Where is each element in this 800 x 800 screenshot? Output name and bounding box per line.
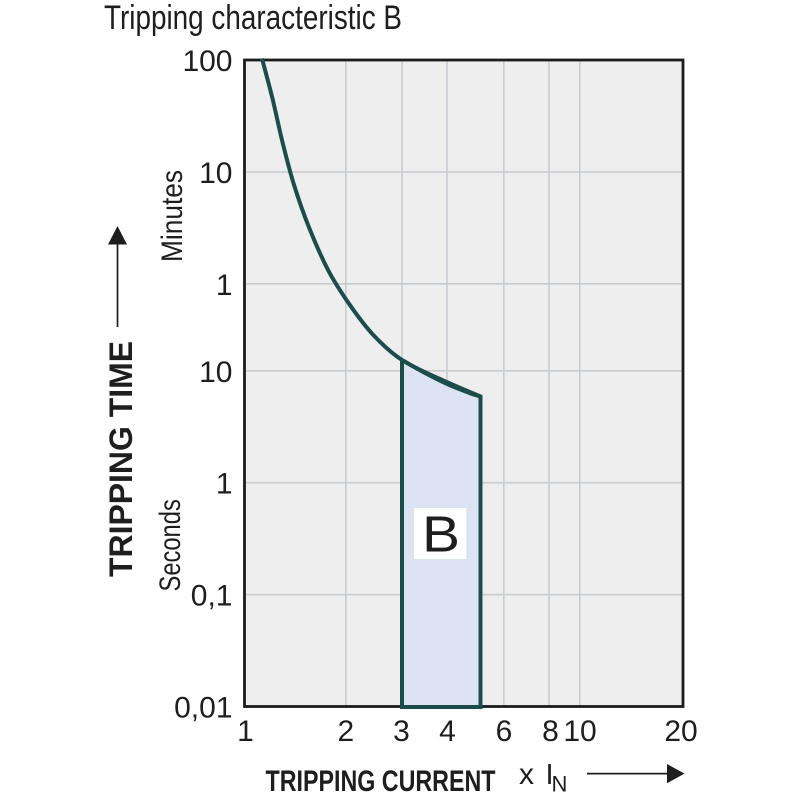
svg-text:2: 2 xyxy=(337,715,354,748)
svg-text:x: x xyxy=(519,758,534,791)
svg-text:6: 6 xyxy=(496,715,513,748)
svg-text:1: 1 xyxy=(216,468,233,501)
svg-text:100: 100 xyxy=(182,45,232,78)
svg-text:10: 10 xyxy=(563,715,596,748)
svg-text:Minutes: Minutes xyxy=(156,170,189,262)
svg-text:Seconds: Seconds xyxy=(154,499,187,591)
svg-text:I: I xyxy=(546,759,554,791)
svg-text:8: 8 xyxy=(542,715,559,748)
svg-text:10: 10 xyxy=(199,356,232,389)
svg-text:20: 20 xyxy=(664,715,697,748)
svg-text:10: 10 xyxy=(199,157,232,190)
svg-text:0,1: 0,1 xyxy=(191,580,233,613)
svg-text:3: 3 xyxy=(393,715,410,748)
svg-text:TRIPPING CURRENT: TRIPPING CURRENT xyxy=(266,765,496,798)
svg-text:N: N xyxy=(552,772,568,797)
svg-text:Tripping characteristic B: Tripping characteristic B xyxy=(104,0,402,37)
svg-text:4: 4 xyxy=(439,715,456,748)
svg-text:0,01: 0,01 xyxy=(174,692,232,725)
svg-text:TRIPPING TIME: TRIPPING TIME xyxy=(103,341,139,577)
svg-text:B: B xyxy=(422,506,460,563)
svg-text:1: 1 xyxy=(216,269,233,302)
svg-text:1: 1 xyxy=(237,715,254,748)
